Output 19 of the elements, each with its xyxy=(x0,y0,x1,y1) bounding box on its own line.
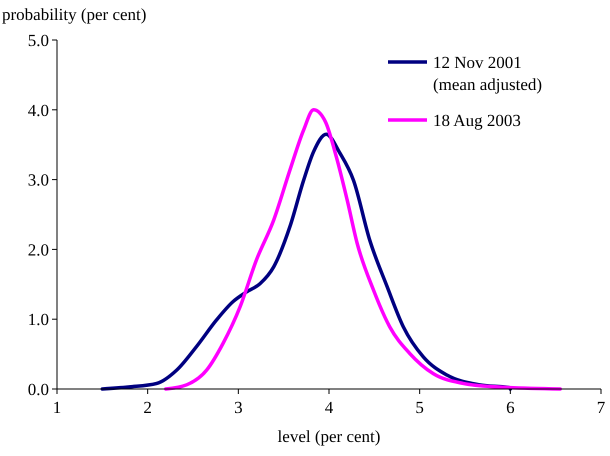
x-tick-label: 4 xyxy=(324,398,334,417)
x-tick-label: 1 xyxy=(52,398,62,417)
x-tick-label: 5 xyxy=(415,398,424,417)
line-series xyxy=(164,108,562,391)
line-series xyxy=(100,132,512,391)
x-tick-label: 3 xyxy=(234,398,243,417)
y-tick-label: 0.0 xyxy=(28,380,49,399)
x-axis-title: level (per cent) xyxy=(278,427,380,446)
legend-label: 12 Nov 2001 (mean adjusted) xyxy=(433,52,542,94)
x-tick-label: 6 xyxy=(506,398,515,417)
y-tick-label: 5.0 xyxy=(28,30,49,50)
y-tick-label: 2.0 xyxy=(28,240,49,260)
y-tick-label: 1.0 xyxy=(28,310,49,330)
legend-label: 18 Aug 2003 xyxy=(433,110,521,130)
x-tick-label: 7 xyxy=(596,398,606,417)
y-tick-label: 4.0 xyxy=(28,100,49,120)
y-tick-label: 3.0 xyxy=(28,170,49,190)
y-axis-title: probability (per cent) xyxy=(2,5,146,24)
x-tick-label: 2 xyxy=(143,398,152,417)
